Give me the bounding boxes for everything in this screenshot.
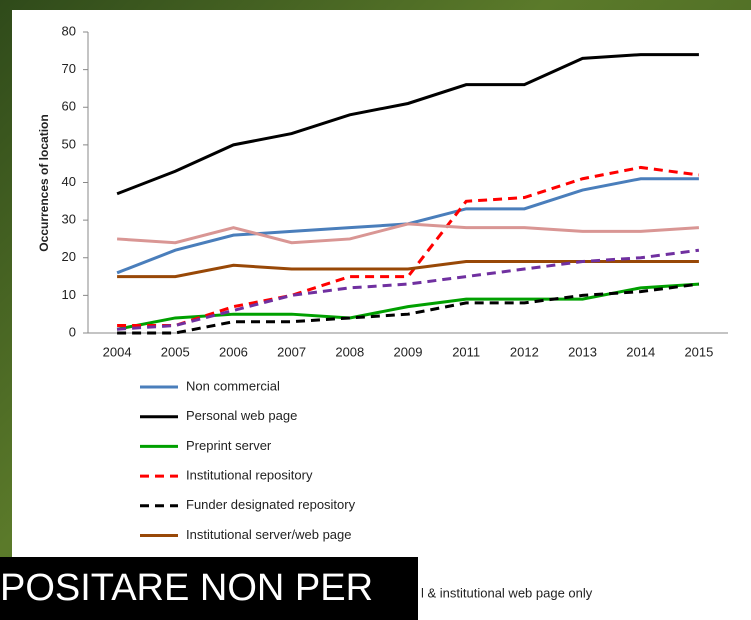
legend-label: Personal web page — [186, 408, 297, 423]
legend-label: Funder designated repository — [186, 497, 356, 512]
x-tick-label: 2005 — [161, 344, 190, 359]
y-tick-label: 20 — [62, 249, 76, 264]
legend-label: Non commercial — [186, 378, 280, 393]
x-tick-label: 2007 — [277, 344, 306, 359]
x-tick-label: 2009 — [394, 344, 423, 359]
legend-label: Institutional repository — [186, 468, 313, 483]
chart-background — [12, 10, 751, 620]
x-tick-label: 2013 — [568, 344, 597, 359]
series-line — [117, 282, 700, 335]
y-tick-label: 0 — [69, 324, 76, 339]
y-tick-label: 50 — [62, 136, 76, 151]
y-tick-label: 10 — [62, 287, 76, 302]
x-tick-label: 2008 — [335, 344, 364, 359]
x-tick-label: 2004 — [103, 344, 132, 359]
series-line — [116, 222, 700, 245]
legend-label: Institutional server/web page — [186, 527, 351, 542]
y-axis-label: Occurrences of location — [37, 114, 51, 251]
x-tick-label: 2011 — [452, 344, 480, 359]
y-tick-label: 80 — [62, 23, 76, 38]
overlay-caption: POSITARE NON PER — [0, 557, 418, 620]
legend-label: l & institutional web page only — [421, 585, 593, 600]
series-line — [116, 53, 699, 196]
x-tick-label: 2012 — [510, 344, 539, 359]
y-tick-label: 30 — [62, 212, 76, 227]
x-tick-label: 2015 — [684, 344, 713, 359]
series-line — [117, 165, 700, 327]
y-tick-label: 70 — [62, 61, 76, 76]
legend-label: Preprint server — [186, 438, 272, 453]
series-line — [117, 260, 699, 279]
y-tick-label: 40 — [62, 174, 76, 189]
series-line — [116, 248, 700, 331]
x-tick-label: 2014 — [626, 344, 655, 359]
y-tick-label: 60 — [62, 99, 76, 114]
x-tick-label: 2006 — [219, 344, 248, 359]
